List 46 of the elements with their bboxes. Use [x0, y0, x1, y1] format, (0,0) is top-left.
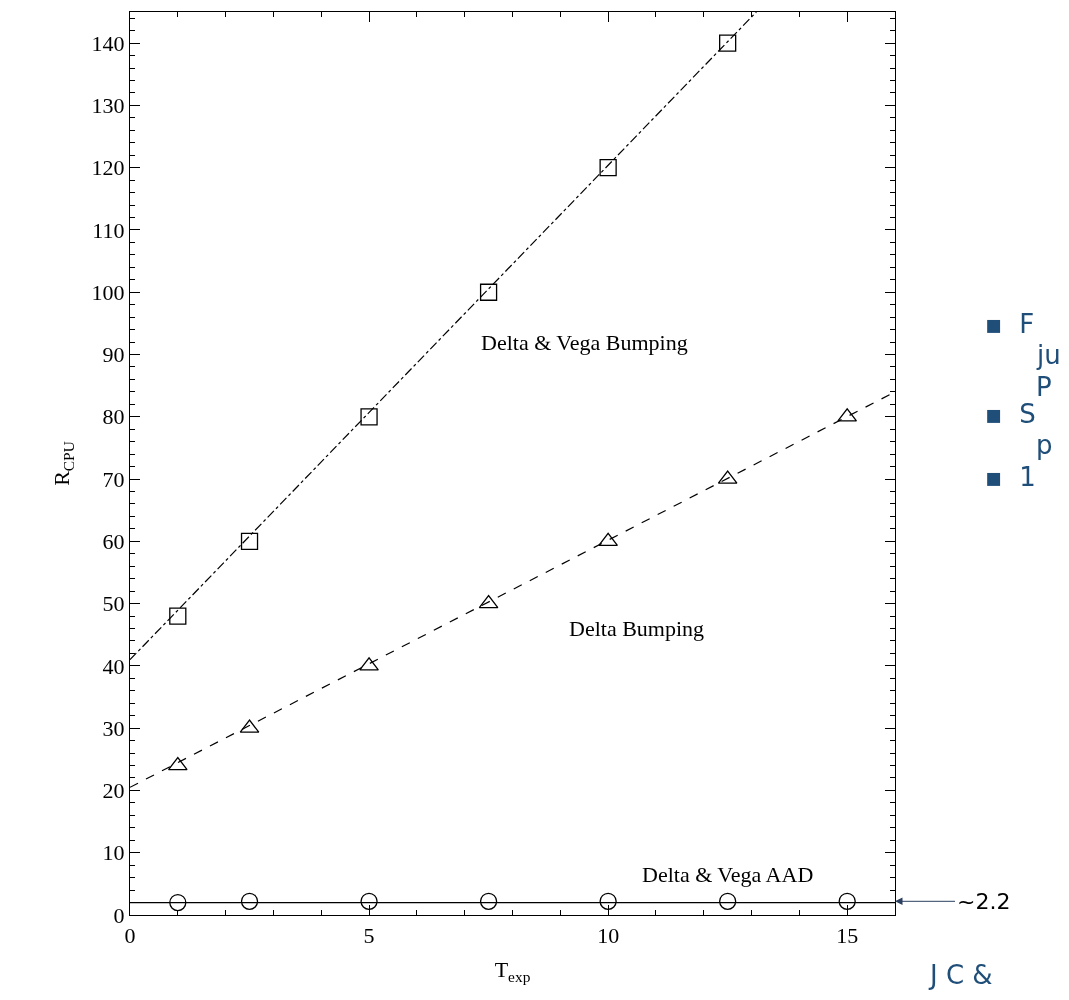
point	[719, 892, 737, 910]
text: p	[1036, 430, 1053, 460]
y-tick-label: 50	[102, 591, 125, 617]
y-tick-label: 110	[92, 217, 125, 243]
y-tick-label: 60	[102, 529, 125, 555]
y-tick-label: 70	[102, 466, 125, 492]
text: ju	[1036, 340, 1061, 370]
annotation: Delta & Vega AAD	[642, 862, 814, 887]
y-tick-label: 0	[113, 902, 125, 928]
point	[359, 657, 379, 671]
text: ▪ 1	[985, 462, 1036, 492]
point	[479, 892, 498, 910]
annotation: Delta Bumping	[569, 616, 705, 641]
point	[169, 893, 187, 912]
point	[360, 892, 378, 910]
point	[719, 34, 737, 52]
y-tick-label: 30	[102, 715, 125, 741]
annotation: Delta & Vega Bumping	[481, 330, 688, 355]
y-tick-label: 130	[91, 93, 125, 119]
point	[240, 532, 259, 550]
x-axis-title: T$_{exp}$	[494, 957, 531, 986]
y-tick-label: 120	[91, 155, 125, 181]
x-tick-label: 5	[363, 922, 375, 948]
y-tick-label: 80	[102, 404, 125, 430]
text: ▪ S	[985, 399, 1036, 429]
point	[599, 159, 617, 177]
x-tick-label: 10	[597, 922, 620, 948]
point	[838, 892, 856, 910]
point	[169, 607, 187, 625]
point	[599, 892, 617, 910]
y-tick-label: 20	[102, 778, 125, 804]
point	[478, 594, 499, 609]
y-tick-label: 90	[102, 342, 125, 368]
y-tick-label: 40	[102, 653, 125, 679]
text: J C &	[928, 960, 993, 990]
point	[479, 283, 498, 301]
y-tick-label: 100	[91, 279, 125, 305]
point	[360, 408, 378, 426]
text: ▪ F	[985, 309, 1035, 339]
text: P	[1036, 372, 1052, 402]
y-tick-label: 10	[102, 840, 125, 866]
point	[240, 892, 259, 910]
annotation: ~2.2	[957, 889, 1011, 914]
y-tick-label: 140	[91, 30, 125, 56]
x-tick-label: 15	[836, 922, 859, 948]
point	[167, 756, 188, 771]
